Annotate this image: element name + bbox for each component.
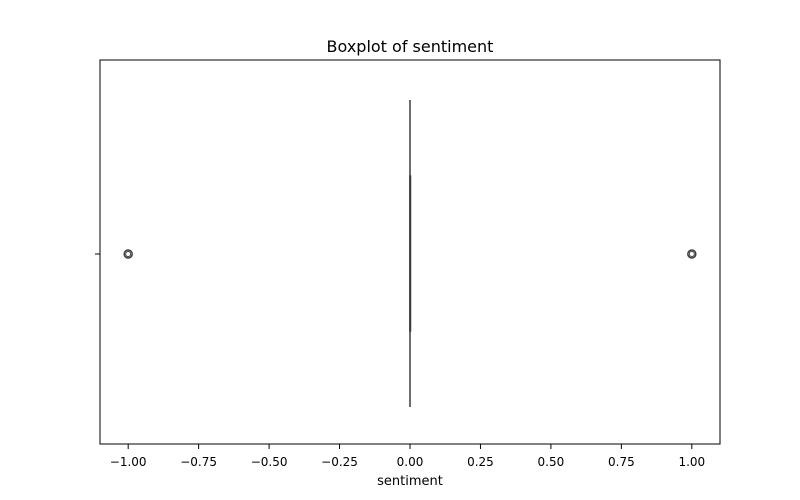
x-axis-label: sentiment — [377, 474, 443, 489]
x-tick-label: 0.50 — [538, 455, 565, 469]
outlier-point — [687, 249, 697, 259]
x-tick-label: 0.25 — [467, 455, 494, 469]
x-tick-label: 0.00 — [397, 455, 424, 469]
outlier-group — [123, 249, 697, 259]
x-tick-label: 0.75 — [608, 455, 635, 469]
chart-title: Boxplot of sentiment — [327, 37, 494, 56]
outlier-point-overlap — [125, 251, 132, 257]
x-axis-ticks: −1.00 −0.75 −0.50 −0.25 0.00 0.25 0.50 0.75 1.00 — [110, 444, 705, 469]
x-tick-label: −1.00 — [110, 455, 147, 469]
x-tick-label: −0.75 — [180, 455, 217, 469]
box-group — [409, 100, 412, 407]
outlier-point — [123, 249, 133, 259]
outlier-point-overlap — [688, 251, 695, 257]
x-tick-label: −0.25 — [321, 455, 358, 469]
x-tick-label: 1.00 — [678, 455, 705, 469]
x-tick-label: −0.50 — [251, 455, 288, 469]
